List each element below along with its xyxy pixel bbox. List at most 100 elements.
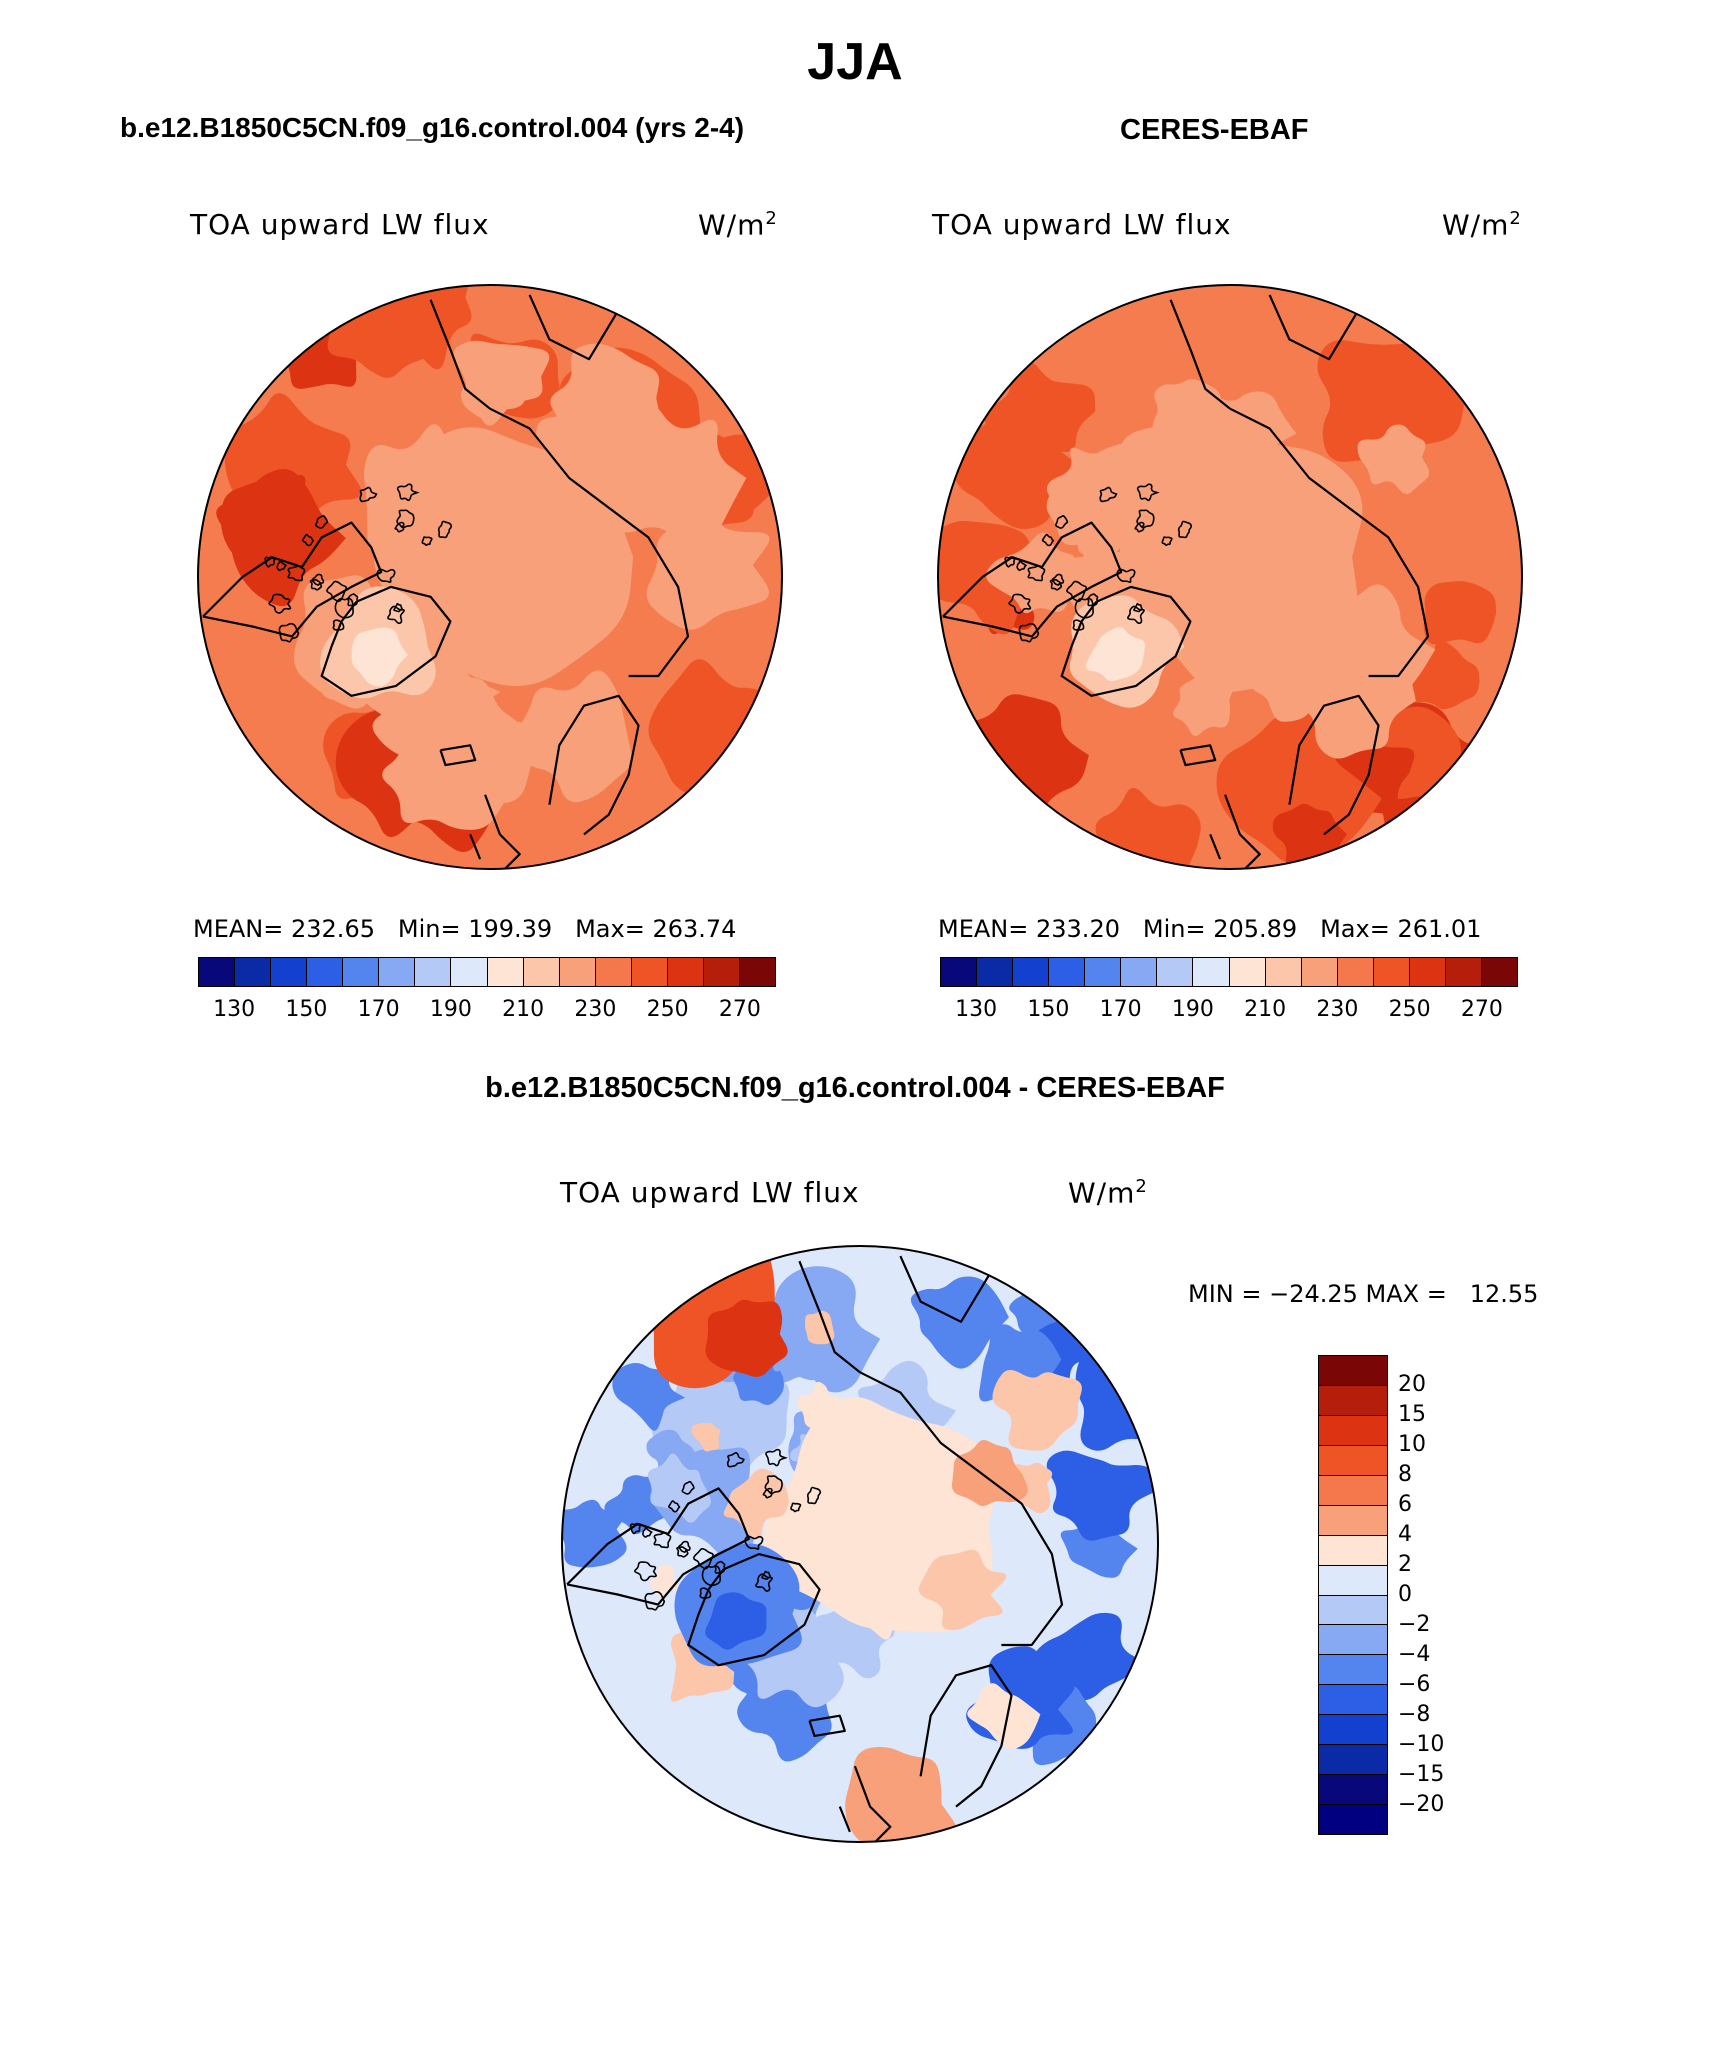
coastline-island xyxy=(634,1561,657,1582)
colorbar-tick-label: 190 xyxy=(1171,997,1214,1022)
coastline xyxy=(548,694,640,836)
coastline-island xyxy=(1018,622,1040,643)
colorbar-swatch xyxy=(977,958,1014,986)
greenland-core xyxy=(351,627,408,687)
colorbar-tick-label: 8 xyxy=(1398,1462,1412,1487)
colorbar-tick-label: 270 xyxy=(718,997,761,1022)
coastline xyxy=(899,1255,993,1323)
coastline xyxy=(687,1553,821,1667)
coastline-island xyxy=(359,486,378,503)
field-patch xyxy=(984,361,1096,465)
coastline-island xyxy=(287,565,306,582)
obs-colorbar-labels: 130 150 170 190 210 230 250 270 xyxy=(940,997,1518,1027)
coastline-island xyxy=(790,1502,802,1513)
coastline-island xyxy=(653,1531,672,1549)
field-patch xyxy=(1046,443,1145,530)
field-patch-positive xyxy=(992,1369,1082,1451)
colorbar-tick-label: 4 xyxy=(1398,1522,1412,1547)
colorbar-swatch xyxy=(1319,1505,1387,1536)
coastline-island xyxy=(761,1570,771,1580)
coastline-island xyxy=(1134,521,1145,533)
coastline-island xyxy=(642,1526,653,1538)
colorbar-swatch xyxy=(1319,1685,1387,1716)
field-patch-positive xyxy=(797,1381,844,1430)
colorbar-tick-label: 150 xyxy=(1027,997,1070,1022)
coastline-island xyxy=(644,1591,666,1611)
coastline-island xyxy=(726,1452,745,1468)
field-patch-negative xyxy=(910,1276,1009,1369)
coastline-island xyxy=(806,1486,822,1505)
colorbar-swatch xyxy=(451,958,488,986)
colorbar-swatch xyxy=(271,958,308,986)
field-patch xyxy=(1095,787,1201,869)
colorbar-swatch xyxy=(595,958,632,986)
map-field xyxy=(198,285,782,869)
colorbar-swatch xyxy=(1337,958,1374,986)
coastline-island xyxy=(1072,619,1085,631)
coastline-island xyxy=(1074,597,1094,619)
colorbar-swatch xyxy=(1319,1535,1387,1566)
colorbar-tick-label: −10 xyxy=(1398,1732,1445,1757)
colorbar-swatch xyxy=(199,958,236,986)
field-patch-negative xyxy=(1046,1450,1158,1541)
coastline xyxy=(320,585,452,697)
coastline-island xyxy=(326,580,348,603)
colorbar-swatch xyxy=(1481,958,1517,986)
coastline-island xyxy=(692,1547,714,1570)
field-patch-positive xyxy=(951,1439,1028,1506)
coastline xyxy=(1169,299,1231,410)
colorbar-swatch xyxy=(343,958,380,986)
colorbar-swatch xyxy=(1229,958,1266,986)
coastline-island xyxy=(309,578,323,591)
colorbar-tick-label: 0 xyxy=(1398,1582,1412,1607)
coastline xyxy=(919,1664,1013,1808)
coastline-island xyxy=(755,1573,773,1592)
field-patch xyxy=(372,670,477,767)
coastline-island xyxy=(396,509,415,529)
colorbar-swatch xyxy=(307,958,344,986)
colorbar-swatch xyxy=(1319,1805,1387,1834)
colorbar-tick-label: 210 xyxy=(1244,997,1287,1022)
coastline xyxy=(439,744,477,767)
coastline-island xyxy=(276,560,288,572)
colorbar-swatch xyxy=(1085,958,1122,986)
diff-polar-map xyxy=(561,1245,1159,1843)
colorbar-tick-label: 150 xyxy=(285,997,328,1022)
field-patch-positive xyxy=(911,1468,955,1511)
coastline-island xyxy=(1008,593,1032,614)
coastline-island xyxy=(744,1535,764,1550)
obs-colorbar xyxy=(940,957,1518,987)
coastline-island xyxy=(1041,533,1055,547)
coastline xyxy=(1224,794,1261,869)
coastline-island xyxy=(681,1480,695,1495)
coastline-island xyxy=(301,533,315,547)
colorbar-swatch xyxy=(1409,958,1446,986)
coastline-island xyxy=(765,1448,788,1467)
coastline-island xyxy=(1087,593,1099,607)
coastline-island xyxy=(1161,536,1173,547)
coastline-island xyxy=(1016,560,1028,572)
obs-units-label: W/m2 xyxy=(1442,208,1522,242)
colorbar-tick-label: 6 xyxy=(1398,1492,1412,1517)
coastline xyxy=(1179,744,1217,767)
diff-colorbar xyxy=(1318,1355,1388,1835)
colorbar-swatch xyxy=(941,958,978,986)
field-patch-negative xyxy=(1028,1612,1150,1701)
arctic-region xyxy=(374,427,634,687)
coastline xyxy=(808,1714,846,1737)
coastline-island xyxy=(1136,483,1160,502)
colorbar-swatch xyxy=(1319,1595,1387,1626)
coastline xyxy=(429,299,491,410)
coastline xyxy=(798,1260,861,1374)
coastline-island xyxy=(1004,556,1016,568)
colorbar-swatch xyxy=(487,958,524,986)
field-patch-positive xyxy=(918,1549,1007,1631)
greenland-core xyxy=(1085,627,1146,682)
coastline-island xyxy=(278,622,300,643)
colorbar-swatch xyxy=(1319,1775,1387,1806)
coastline-island xyxy=(334,597,354,619)
diff-minmax: MIN = −24.25 MAX = 12.55 xyxy=(1188,1280,1539,1308)
colorbar-tick-label: −4 xyxy=(1398,1642,1431,1667)
coastline-island xyxy=(264,556,276,568)
colorbar-tick-label: −2 xyxy=(1398,1612,1431,1637)
